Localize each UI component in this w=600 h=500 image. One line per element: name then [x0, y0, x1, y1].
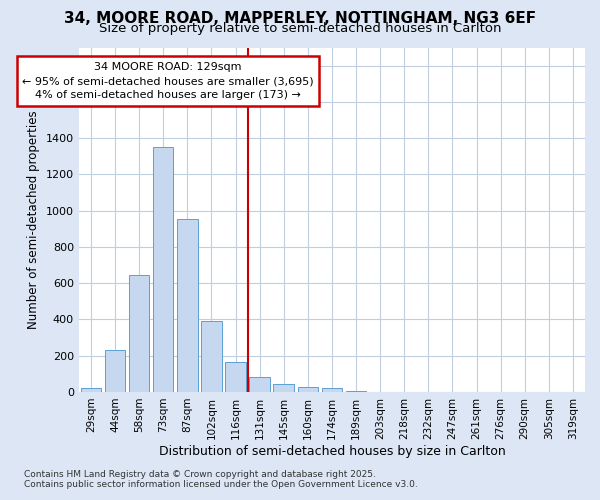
Bar [153, 147, 173, 392]
Bar [274, 384, 294, 392]
Bar [250, 376, 270, 392]
Bar [322, 388, 342, 392]
Bar [201, 322, 221, 392]
Bar [177, 219, 197, 392]
Text: 34 MOORE ROAD: 129sqm
← 95% of semi-detached houses are smaller (3,695)
4% of se: 34 MOORE ROAD: 129sqm ← 95% of semi-deta… [22, 62, 314, 100]
Bar [129, 275, 149, 392]
Y-axis label: Number of semi-detached properties: Number of semi-detached properties [28, 110, 40, 329]
Bar [225, 362, 246, 392]
Bar [346, 391, 366, 392]
Text: Contains HM Land Registry data © Crown copyright and database right 2025.
Contai: Contains HM Land Registry data © Crown c… [24, 470, 418, 489]
Text: Size of property relative to semi-detached houses in Carlton: Size of property relative to semi-detach… [99, 22, 501, 35]
Text: 34, MOORE ROAD, MAPPERLEY, NOTTINGHAM, NG3 6EF: 34, MOORE ROAD, MAPPERLEY, NOTTINGHAM, N… [64, 11, 536, 26]
Bar [80, 388, 101, 392]
Bar [105, 350, 125, 392]
X-axis label: Distribution of semi-detached houses by size in Carlton: Distribution of semi-detached houses by … [158, 444, 505, 458]
Bar [298, 386, 318, 392]
